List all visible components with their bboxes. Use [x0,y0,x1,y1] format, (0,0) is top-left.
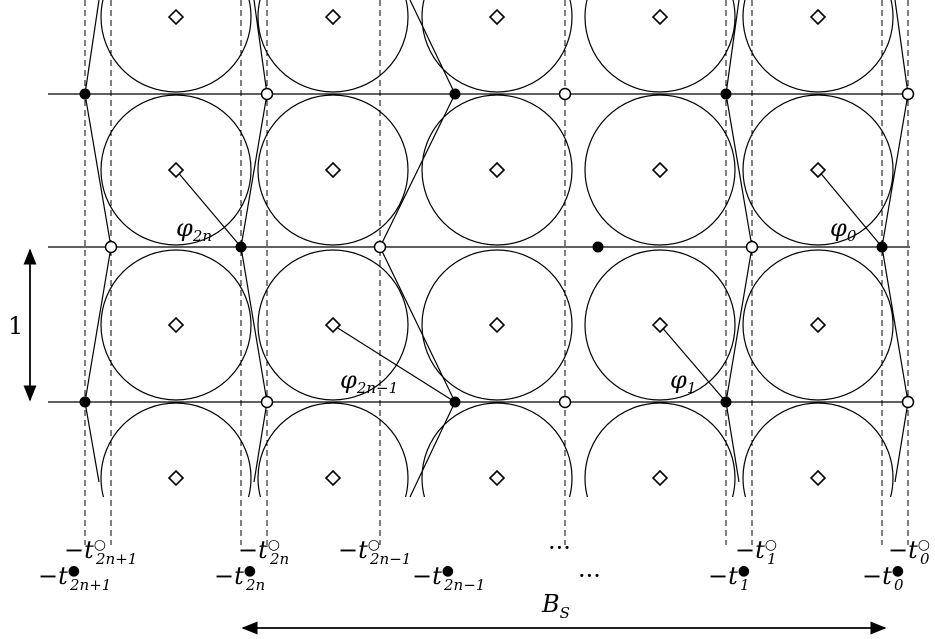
circle-centers [167,8,827,487]
width-label: BS [541,590,570,622]
center-diamond-3-2 [488,469,506,487]
center-diamond-1-2 [488,161,506,179]
dashed-verticals [84,0,909,545]
center-diamond-0-3 [651,8,669,26]
center-diamond-3-3 [651,469,669,487]
label-t-open-2n: −t○ 2n [238,536,289,568]
label-t-filled-2n: −t● 2n [214,562,265,594]
center-diamond-0-2 [488,8,506,26]
label-t-open-0: −t○ 0 [888,536,930,568]
ellipsis-upper: ··· [548,534,571,562]
center-diamond-0-1 [324,8,342,26]
center-diamond-1-0 [167,161,185,179]
label-t-filled-1: −t● 1 [708,562,750,594]
unit-label: 1 [8,312,23,340]
label-t-open-2n-minus-1: −t○ 2n−1 [338,536,411,568]
zigzag-lines [84,0,909,498]
center-diamond-0-4 [809,8,827,26]
circles [100,0,894,497]
center-diamond-2-2 [488,316,506,334]
radius-lines [175,169,883,403]
label-t-open-1: −t○ 1 [735,536,777,568]
bottom-labels: −t○ 2n+1 −t● 2n+1 −t○ 2n −t● 2n −t○ 2n−1 −t● 2… [38,536,930,594]
open-points [104,87,915,409]
center-diamond-2-0 [167,316,185,334]
label-t-filled-2n-plus-1: −t● 2n+1 [38,562,111,594]
center-diamond-1-3 [651,161,669,179]
label-t-filled-2n-minus-1: −t● 2n−1 [412,562,485,594]
center-diamond-2-4 [809,316,827,334]
label-t-open-2n-plus-1: −t○ 2n+1 [64,536,137,568]
angle-label-phi-1: φ1 [670,366,696,397]
label-t-filled-0: −t● 0 [862,562,904,594]
center-diamond-3-1 [324,469,342,487]
center-diamond-1-1 [324,161,342,179]
center-diamond-2-3 [651,316,669,334]
center-diamond-3-0 [167,469,185,487]
filled-points [79,88,888,408]
center-diamond-3-4 [809,469,827,487]
angle-label-phi-2n-minus-1: φ2n−1 [340,366,398,397]
angle-label-phi-0: φ0 [830,214,857,245]
angle-label-phi-2n: φ2n [176,214,212,245]
center-diamond-2-1 [324,316,342,334]
horizontal-lines [48,93,910,403]
center-diamond-0-0 [167,8,185,26]
center-diamond-1-4 [809,161,827,179]
ellipsis-lower: ··· [578,562,601,590]
